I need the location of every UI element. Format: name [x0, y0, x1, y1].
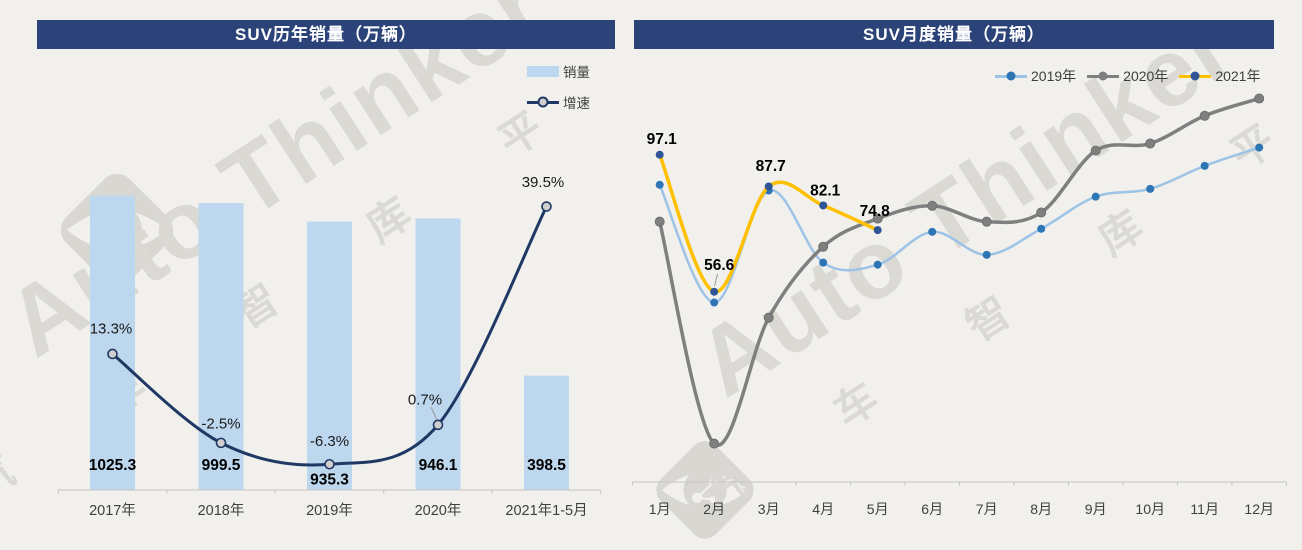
x-label-3月: 3月: [758, 501, 780, 517]
growth-label-leader: [430, 406, 438, 421]
annual-chart-title: SUV历年销量（万辆）: [37, 20, 615, 49]
point-2020年-7月: [981, 216, 992, 227]
x-label-2017年: 2017年: [89, 502, 136, 519]
point-2021年-5月: [873, 226, 882, 235]
point-2019年-7月: [982, 250, 991, 259]
legend-label-growth: 增速: [563, 96, 590, 111]
bar-value-2017年: 1025.3: [89, 457, 137, 474]
point-2019年-5月: [873, 260, 882, 269]
data-label-2021年-2月: 56.6: [704, 257, 735, 274]
bar-value-2021年1-5月: 398.5: [527, 457, 566, 474]
annual-chart-plot: 2017年 2018年 2019年 2020年 2021年1-5月 13.3% -2.5% -…: [57, 174, 602, 519]
growth-label-2021年1-5月: 39.5%: [522, 174, 565, 191]
data-label-2021年-1月: 97.1: [647, 131, 678, 148]
point-2021年-3月: [764, 182, 773, 191]
legend-label-sales: 销量: [563, 65, 590, 80]
series-line-2020年: [657, 96, 1261, 447]
growth-label-2017年: 13.3%: [90, 320, 133, 337]
sales-swatch-icon: [527, 65, 559, 77]
data-label-leader: [714, 273, 718, 287]
point-2019年-11月: [1200, 161, 1209, 170]
x-label-2020年: 2020年: [415, 502, 462, 519]
growth-label-2019年: -6.3%: [310, 433, 349, 450]
point-2020年-12月: [1254, 93, 1265, 104]
x-label-9月: 9月: [1085, 501, 1107, 517]
point-2019年-2月: [710, 298, 719, 307]
point-2021年-2月: [710, 287, 719, 296]
bar-2021年1-5月: [524, 375, 569, 490]
point-2019年-1月: [655, 180, 664, 189]
series-2020-swatch-icon: [1087, 70, 1120, 82]
point-2019年-4月: [819, 258, 828, 267]
point-2020年-9月: [1090, 145, 1101, 156]
bar-value-2019年: 935.3: [310, 472, 349, 489]
legend-label-2019: 2019年: [1031, 68, 1077, 84]
x-label-10月: 10月: [1135, 501, 1165, 517]
bar-2020年: [415, 218, 461, 490]
annual-chart-legend: 销量 增速: [527, 62, 590, 124]
legend-label-2021: 2021年: [1215, 68, 1261, 84]
growth-line: [111, 205, 548, 467]
legend-label-2020: 2020年: [1123, 68, 1169, 84]
x-label-2018年: 2018年: [198, 502, 245, 519]
growth-swatch-icon: [527, 96, 559, 108]
monthly-chart-title: SUV月度销量（万辆）: [634, 20, 1274, 49]
point-2020年-10月: [1145, 138, 1156, 149]
growth-marker-2018年: [215, 437, 227, 449]
point-2019年-12月: [1255, 143, 1264, 152]
growth-marker-2019年: [324, 458, 335, 470]
data-label-2021年-4月: 82.1: [810, 182, 841, 199]
x-label-1月: 1月: [649, 501, 671, 517]
bar-2017年: [90, 195, 135, 491]
x-label-4月: 4月: [812, 501, 834, 517]
point-2019年-9月: [1091, 192, 1100, 201]
point-2020年-11月: [1199, 110, 1210, 121]
point-2020年-4月: [818, 241, 829, 252]
point-2021年-4月: [819, 201, 828, 210]
point-2020年-6月: [927, 200, 938, 211]
bar-value-2020年: 946.1: [419, 457, 458, 474]
growth-marker-2020年: [432, 419, 444, 431]
growth-marker-2017年: [107, 348, 118, 360]
data-label-2021年-3月: 87.7: [756, 158, 786, 175]
x-label-11月: 11月: [1190, 501, 1219, 517]
growth-marker-2021年1-5月: [541, 201, 552, 212]
growth-label-2020年: 0.7%: [408, 391, 442, 408]
x-label-6月: 6月: [921, 501, 943, 517]
data-label-2021年-5月: 74.8: [860, 203, 891, 220]
legend-item-sales: 销量: [527, 62, 590, 80]
monthly-sales-chart: Auto Thinker 汽 车 智 库 平 台 SUV月度销量（万辆） 201…: [630, 0, 1302, 550]
bar-2019年: [307, 221, 352, 490]
x-label-5月: 5月: [867, 501, 889, 517]
point-2020年-1月: [654, 216, 665, 227]
point-2020年-5月: [872, 213, 883, 224]
x-label-12月: 12月: [1244, 501, 1274, 517]
series-line-2021年: [657, 152, 880, 294]
legend-item-growth: 增速: [527, 93, 590, 111]
monthly-chart-legend: 2019年 2020年 2021年: [995, 66, 1260, 86]
x-label-8月: 8月: [1030, 501, 1052, 517]
point-2019年-6月: [928, 227, 937, 236]
legend-item-2019: 2019年: [995, 66, 1076, 86]
growth-label-2018年: -2.5%: [201, 415, 240, 432]
x-label-2月: 2月: [703, 501, 725, 517]
x-label-2019年: 2019年: [306, 502, 353, 519]
point-2020年-2月: [709, 438, 720, 449]
legend-item-2020: 2020年: [1087, 66, 1168, 86]
point-2020年-3月: [763, 312, 774, 323]
annual-sales-chart: Auto Thinker 汽 车 智 库 平 台 SUV历年销量（万辆） 销量 …: [0, 0, 630, 550]
point-2021年-1月: [655, 150, 664, 159]
legend-item-2021: 2021年: [1179, 66, 1260, 86]
point-2019年-10月: [1146, 184, 1155, 193]
bar-value-2018年: 999.5: [202, 457, 241, 474]
x-label-2021年1-5月: 2021年1-5月: [505, 502, 587, 519]
series-2021-swatch-icon: [1179, 70, 1212, 82]
x-label-7月: 7月: [976, 501, 998, 517]
series-2019-swatch-icon: [995, 70, 1027, 82]
point-2020年-8月: [1036, 207, 1047, 218]
point-2019年-8月: [1037, 224, 1046, 233]
